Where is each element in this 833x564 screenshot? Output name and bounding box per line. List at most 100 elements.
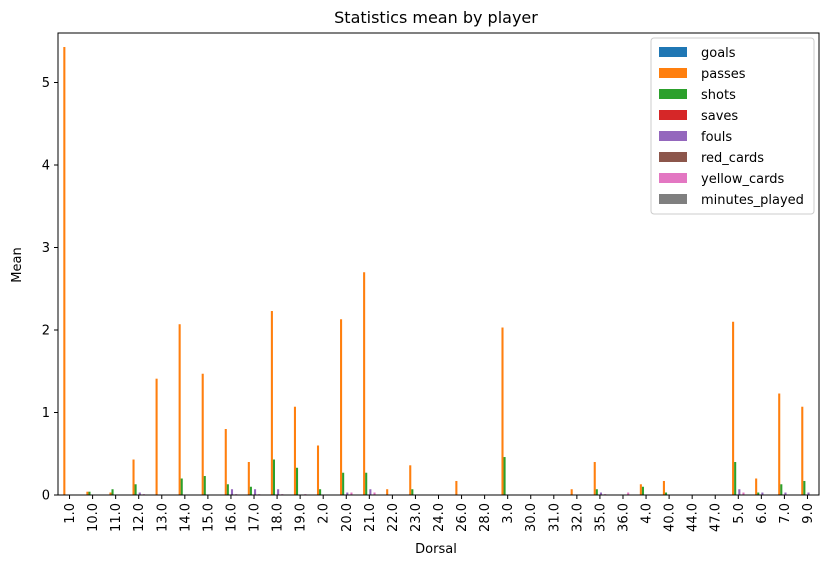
bar-passes-4.0: [639, 484, 642, 495]
bar-passes-12.0: [132, 459, 135, 495]
bar-shots-40.0: [664, 492, 668, 495]
bar-fouls-20.0: [346, 492, 349, 495]
x-tick-label: 40.0: [663, 503, 678, 532]
bar-yellow_cards-5.0: [742, 492, 745, 495]
bar-passes-7.0: [778, 393, 781, 495]
x-tick-label: 9.0: [801, 503, 816, 524]
legend-swatch-yellow_cards: [659, 173, 687, 183]
bar-shots-4.0: [641, 486, 644, 495]
bar-passes-21.0: [363, 272, 366, 495]
bar-yellow_cards-21.0: [373, 492, 376, 495]
x-tick-label: 5.0: [732, 503, 747, 524]
bar-passes-26.0: [455, 480, 458, 495]
x-tick-label: 16.0: [224, 503, 239, 532]
x-tick-label: 4.0: [640, 503, 655, 524]
x-tick-label: 14.0: [178, 503, 193, 532]
bar-yellow_cards-36.0: [627, 492, 630, 495]
bar-passes-16.0: [224, 429, 227, 495]
y-tick-label: 5: [42, 76, 50, 91]
bar-shots-17.0: [249, 486, 252, 495]
bar-passes-15.0: [201, 373, 204, 495]
x-tick-label: 3.0: [501, 503, 516, 524]
bars-group: [63, 47, 810, 496]
x-tick-label: 26.0: [455, 503, 470, 532]
bar-yellow_cards-20.0: [350, 492, 353, 495]
bar-passes-23.0: [409, 465, 412, 495]
bar-passes-6.0: [755, 478, 758, 495]
y-tick-label: 0: [42, 489, 50, 504]
bar-shots-11.0: [111, 489, 114, 495]
bar-passes-32.0: [570, 489, 573, 495]
x-tick-label: 28.0: [478, 503, 493, 532]
x-tick-label: 15.0: [201, 503, 216, 532]
bar-passes-19.0: [293, 406, 296, 495]
bar-passes-5.0: [732, 321, 735, 495]
x-tick-label: 31.0: [547, 503, 562, 532]
x-axis-title: Dorsal: [415, 542, 457, 557]
y-tick-label: 4: [42, 159, 50, 174]
bar-passes-11.0: [109, 492, 112, 495]
bar-shots-7.0: [780, 484, 783, 495]
legend-swatch-saves: [659, 110, 687, 120]
bar-fouls-21.0: [369, 489, 372, 495]
bar-passes-35.0: [593, 462, 596, 495]
x-tick-label: 23.0: [409, 503, 424, 532]
x-tick-label: 11.0: [109, 503, 124, 532]
x-tick-label: 32.0: [570, 503, 585, 532]
x-tick-label: 24.0: [432, 503, 447, 532]
x-tick-label: 36.0: [616, 503, 631, 532]
legend-swatch-shots: [659, 89, 687, 99]
legend-swatch-goals: [659, 47, 687, 57]
bar-shots-16.0: [226, 484, 229, 495]
x-tick-label: 30.0: [524, 503, 539, 532]
bar-passes-13.0: [155, 378, 158, 495]
bar-shots-21.0: [365, 472, 368, 495]
legend-label-saves: saves: [701, 109, 738, 124]
x-tick-label: 19.0: [294, 503, 309, 532]
legend-box: [650, 37, 815, 215]
x-tick-label: 20.0: [340, 503, 355, 532]
legend-label-fouls: fouls: [701, 130, 732, 145]
x-tick-label: 21.0: [363, 503, 378, 532]
bar-shots-6.0: [757, 492, 760, 495]
axes-group: 0 1 2 3 4 5 1.0 10.0 11.0 12.0 13.0 14.0 15.0 16.0 17.…: [42, 32, 820, 532]
y-tick-label: 1: [42, 406, 50, 421]
bar-shots-14.0: [180, 478, 183, 495]
bar-shots-19.0: [295, 467, 299, 495]
x-tick-label: 1.0: [63, 503, 78, 524]
legend-label-red_cards: red_cards: [701, 151, 764, 166]
bar-fouls-35.0: [599, 492, 602, 495]
x-tick-label: 17.0: [248, 503, 263, 532]
bar-passes-40.0: [662, 480, 665, 495]
bar-shots-18.0: [272, 459, 275, 495]
bar-fouls-5.0: [738, 489, 741, 495]
x-tick-label: 12.0: [132, 503, 147, 532]
bar-shots-2.0: [319, 489, 322, 495]
legend-label-shots: shots: [701, 88, 736, 103]
y-axis-title: Mean: [10, 247, 25, 282]
y-tick-label: 2: [42, 324, 50, 339]
bar-passes-3.0: [501, 327, 504, 495]
x-tick-label: 13.0: [155, 503, 170, 532]
legend-label-minutes_played: minutes_played: [701, 193, 804, 208]
bar-shots-3.0: [503, 457, 506, 495]
x-tick-label: 44.0: [686, 503, 701, 532]
bar-shots-9.0: [803, 480, 806, 495]
bar-passes-2.0: [316, 445, 320, 495]
bar-passes-17.0: [247, 462, 250, 495]
y-tick-label: 3: [42, 241, 50, 256]
bar-passes-20.0: [340, 319, 343, 495]
x-tick-label: 47.0: [709, 503, 724, 532]
legend-swatch-passes: [659, 68, 687, 78]
bar-shots-5.0: [734, 462, 737, 495]
bar-passes-18.0: [270, 311, 273, 495]
legend: goals passes shots saves fouls red_cardsyello…: [650, 37, 815, 215]
x-tick-label: 2.0: [317, 503, 332, 524]
bar-passes-1.0: [63, 47, 66, 496]
bar-fouls-6.0: [761, 492, 764, 495]
bar-fouls-9.0: [807, 492, 810, 495]
bar-fouls-7.0: [784, 492, 787, 495]
bar-fouls-12.0: [138, 492, 141, 495]
bar-fouls-17.0: [254, 489, 257, 495]
bar-shots-10.0: [88, 491, 91, 495]
